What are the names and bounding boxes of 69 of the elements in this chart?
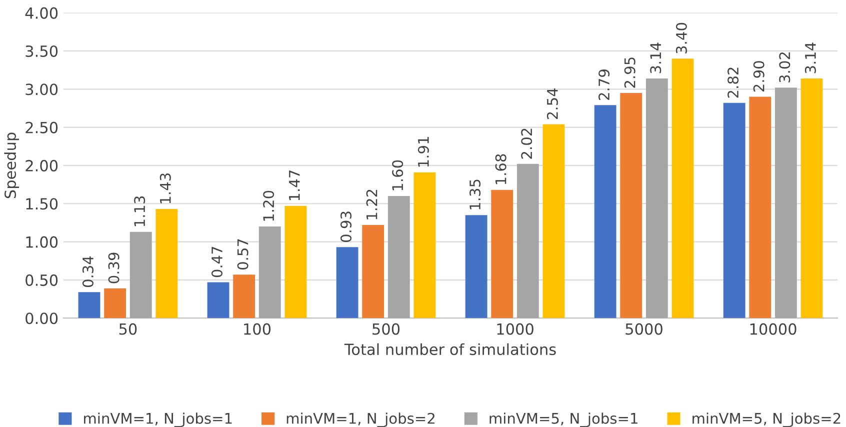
bar (156, 208, 178, 318)
bar (465, 215, 488, 318)
y-tick-label: 1.00 (26, 236, 58, 248)
bar (414, 172, 436, 318)
x-tick-label: 50 (119, 323, 137, 335)
x-tick-label: 100 (244, 323, 271, 335)
x-tick-label: 1000 (497, 323, 534, 335)
data-label: 2.54 (546, 88, 558, 120)
y-tick-label: 2.00 (26, 160, 58, 172)
y-tick-label: 2.50 (26, 122, 58, 134)
legend-label: minVM=5, N_jobs=2 (692, 412, 840, 427)
legend-label: minVM=1, N_jobs=2 (286, 412, 434, 427)
data-label: 0.34 (82, 256, 94, 288)
data-label: 1.22 (366, 190, 378, 220)
bar (258, 226, 281, 318)
bar (646, 78, 668, 318)
data-label: 0.93 (340, 212, 352, 242)
bar (336, 247, 358, 318)
bar (388, 196, 410, 318)
data-label: 2.82 (728, 68, 739, 98)
bar (284, 206, 307, 318)
data-label: 1.20 (263, 190, 274, 221)
bar (620, 92, 642, 318)
bar (723, 102, 746, 318)
data-label: 1.43 (160, 174, 171, 204)
data-label: 3.14 (650, 42, 662, 74)
legend-label: minVM=5, N_jobs=1 (490, 412, 638, 427)
data-label: 2.79 (598, 70, 610, 100)
bar (749, 96, 772, 318)
bar (207, 282, 230, 318)
y-tick-label: 0.50 (26, 274, 58, 286)
y-tick-label: 0.00 (26, 312, 58, 324)
bar (78, 292, 100, 318)
bar (774, 88, 797, 318)
data-label: 0.57 (237, 239, 248, 270)
y-tick-label: 3.50 (26, 45, 58, 57)
bar (800, 78, 823, 318)
data-label: 1.13 (134, 196, 146, 226)
data-label: 0.47 (211, 246, 222, 278)
data-label: 1.91 (418, 137, 429, 167)
x-tick-label: 10000 (750, 323, 796, 335)
legend-label: minVM=1, N_jobs=1 (84, 412, 232, 427)
bar (516, 164, 539, 318)
data-label: 1.60 (392, 160, 404, 190)
data-label: 2.95 (624, 58, 636, 88)
y-tick-label: 4.00 (25, 7, 58, 19)
bar (491, 190, 514, 318)
x-axis-title: Total number of simulations (344, 343, 556, 356)
x-tick-label: 5000 (626, 323, 662, 335)
bar (104, 288, 126, 318)
data-label: 1.68 (495, 154, 506, 184)
data-label: 3.40 (676, 22, 687, 54)
bar (130, 232, 152, 318)
data-label: 3.14 (804, 42, 816, 74)
data-label: 1.47 (289, 170, 300, 200)
data-label: 0.39 (108, 252, 120, 284)
bar (594, 105, 616, 318)
bar (362, 224, 384, 318)
data-label: 2.02 (521, 128, 532, 159)
bar (233, 274, 256, 318)
x-tick-label: 500 (372, 323, 400, 335)
bar (672, 58, 694, 318)
bar (542, 124, 565, 318)
y-tick-label: 3.00 (26, 84, 58, 96)
data-label: 3.02 (779, 52, 790, 82)
data-label: 2.90 (753, 61, 764, 92)
y-axis-title: Speedup (4, 132, 20, 198)
y-tick-label: 1.50 (26, 198, 58, 210)
data-label: 1.35 (470, 180, 481, 210)
